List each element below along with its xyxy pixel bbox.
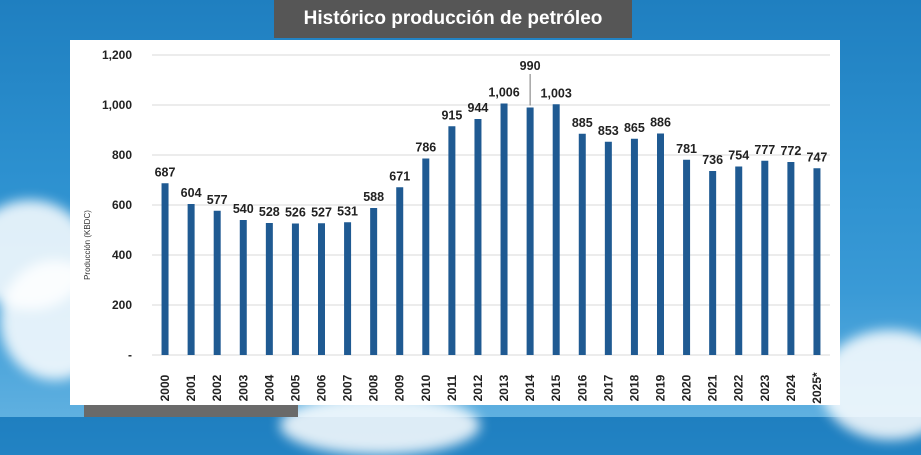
x-tick-label: 2019 [654,374,668,401]
x-tick-label: 2021 [706,374,720,401]
x-tick-label: 2022 [732,374,746,401]
data-label: 527 [311,205,332,219]
bar [265,223,273,355]
data-label: 528 [259,205,280,219]
bar [709,171,717,355]
x-tick-label: 2018 [627,374,641,401]
data-label: 588 [363,190,384,204]
data-label: 777 [754,143,775,157]
y-tick-label: 800 [112,148,132,162]
bar [552,104,560,355]
data-label: 786 [415,141,436,155]
x-tick-label: 2006 [315,374,329,401]
x-tick-label: 2009 [393,374,407,401]
x-tick-label: 2010 [419,374,433,401]
bar [474,119,482,355]
x-tick-label: 2011 [445,375,459,401]
y-tick-label: 1,000 [102,98,132,112]
data-label: 865 [624,121,645,135]
chart-title: Histórico producción de petróleo [274,0,632,38]
footer-strip [84,405,298,417]
bar [370,208,378,355]
data-label: 526 [285,206,306,220]
bar [448,126,456,355]
data-label: 915 [441,108,462,122]
data-label: 1,006 [488,86,519,100]
y-tick-label: 1,200 [102,48,132,62]
data-label: 754 [728,149,749,163]
data-label: 885 [572,116,593,130]
x-tick-label: 2000 [158,374,172,401]
bar [813,168,821,355]
bar [630,138,638,355]
bar [161,183,169,355]
bar [683,159,691,355]
bar [526,107,534,355]
bar [500,103,508,355]
x-tick-label: 2007 [341,374,355,401]
data-label: 736 [702,153,723,167]
x-tick-label: 2025* [810,372,824,404]
data-label: 747 [807,150,828,164]
data-label: 671 [389,169,410,183]
y-axis-label: Producción (KBDC) [83,210,92,280]
y-tick-label: 200 [112,298,132,312]
bar [213,210,221,355]
x-tick-label: 2016 [575,374,589,401]
bar [578,133,586,355]
x-tick-label: 2004 [262,374,276,401]
bar [422,158,430,355]
data-label: 1,003 [541,86,572,100]
y-tick-label: 400 [112,248,132,262]
x-tick-label: 2001 [184,374,198,401]
x-tick-label: 2015 [549,374,563,401]
bar [787,162,795,355]
x-tick-label: 2017 [601,374,615,401]
x-tick-label: 2013 [497,374,511,401]
data-label: 540 [233,202,254,216]
bar [657,133,664,355]
chart-panel: - 200 400 600 800 1,000 1,200 687 604 577 540 528 5… [70,40,840,405]
y-tick-label: 600 [112,198,132,212]
bar [761,160,769,355]
x-tick-label: 2005 [288,374,302,401]
x-tick-label: 2023 [758,374,772,401]
bar [735,166,743,355]
bar-chart: - 200 400 600 800 1,000 1,200 687 604 577 540 528 5… [83,48,830,404]
bar [239,220,247,355]
data-label: 781 [676,142,697,156]
data-label: 772 [780,144,801,158]
bar [604,141,612,355]
data-label: 944 [468,101,489,115]
bar [318,223,325,355]
x-tick-label: 2008 [367,374,381,401]
x-tick-label: 2024 [784,374,798,401]
data-label: 687 [155,165,176,179]
bar [187,204,195,355]
data-label: 604 [181,186,202,200]
data-label: 990 [520,59,541,73]
data-label: 853 [598,124,619,138]
x-tick-label: 2003 [236,374,250,401]
data-label: 886 [650,116,671,130]
x-tick-label: 2012 [471,374,485,401]
x-tick-label: 2002 [210,374,224,401]
bar [344,222,352,355]
y-tick-label: - [128,348,132,362]
bar [291,223,299,355]
data-label: 531 [337,204,358,218]
x-tick-label: 2020 [680,374,694,401]
x-tick-label: 2014 [523,374,537,401]
data-label: 577 [207,193,228,207]
bar [396,187,404,355]
